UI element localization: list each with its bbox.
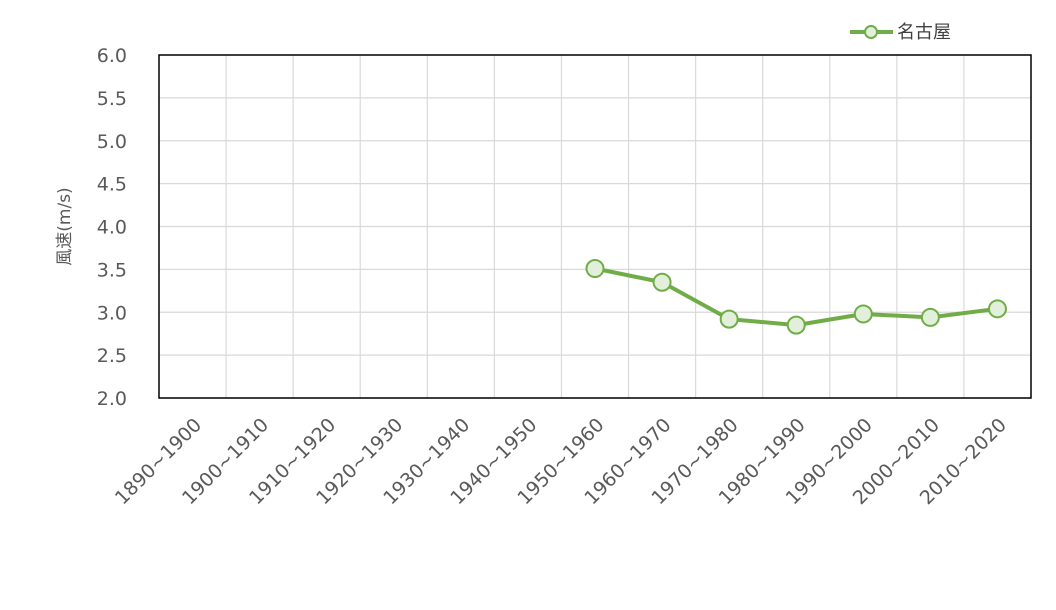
y-tick-label: 2.0 [97,388,127,410]
y-tick-label: 2.5 [97,345,127,367]
series-group [585,259,1007,335]
data-point [719,309,739,329]
y-tick-label: 3.5 [97,259,127,281]
y-tick-labels: 2.0 2.5 3.0 3.5 4.0 4.5 5.0 5.5 6.0 [97,45,127,410]
x-tick-labels: 1890~19001900~19101910~19201920~19301930… [111,414,1011,509]
data-point [987,299,1007,319]
legend: 名古屋 [850,22,951,43]
legend-marker [864,25,878,39]
data-point [652,272,672,292]
data-point [853,304,873,324]
y-tick-label: 5.0 [97,131,127,153]
data-point [920,307,940,327]
y-tick-label: 6.0 [97,45,127,67]
grid-lines [159,54,1031,399]
data-point [786,315,806,335]
y-axis-label: 風速(m/s) [55,187,75,265]
y-tick-label: 5.5 [97,88,127,110]
y-tick-label: 4.0 [97,217,127,239]
y-tick-label: 3.0 [97,302,127,324]
y-tick-label: 4.5 [97,174,127,196]
data-point [585,259,605,279]
legend-label: 名古屋 [897,22,951,43]
plot-frame [158,54,1032,399]
